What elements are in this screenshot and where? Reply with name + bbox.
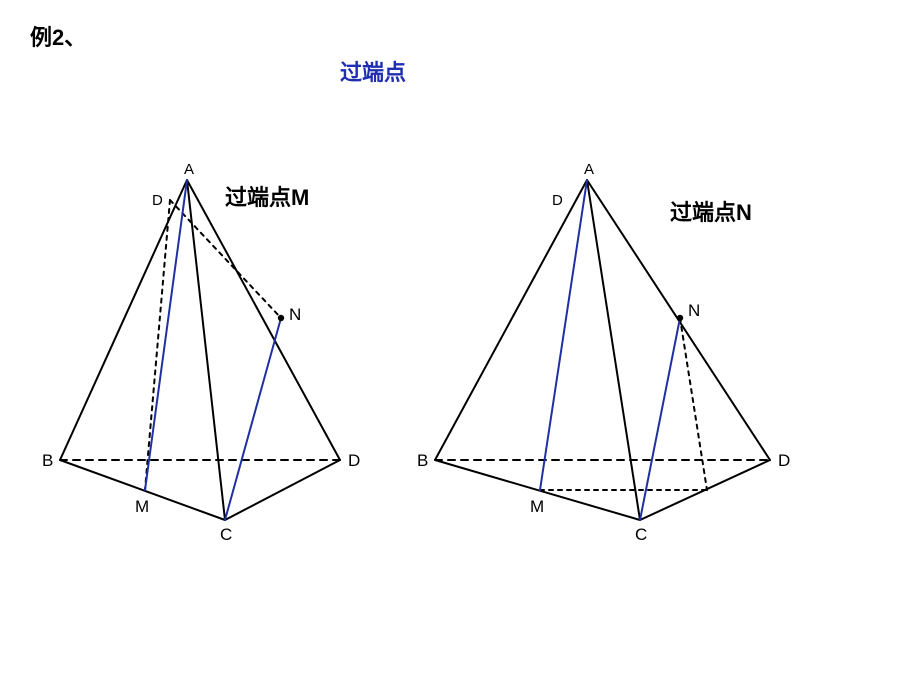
svg-text:A: A [184,161,194,178]
svg-text:D: D [552,192,563,209]
svg-text:M: M [530,497,544,516]
svg-text:C: C [635,525,647,544]
svg-text:D: D [348,451,360,470]
svg-text:D: D [152,192,163,209]
svg-text:B: B [42,451,53,470]
svg-text:N: N [289,305,301,324]
svg-text:D: D [778,451,790,470]
svg-text:B: B [417,451,428,470]
diagram-canvas: A D B C D M N A D B C D M N [0,0,920,690]
svg-text:C: C [220,525,232,544]
svg-text:M: M [135,497,149,516]
svg-text:N: N [688,301,700,320]
svg-text:A: A [584,161,594,178]
